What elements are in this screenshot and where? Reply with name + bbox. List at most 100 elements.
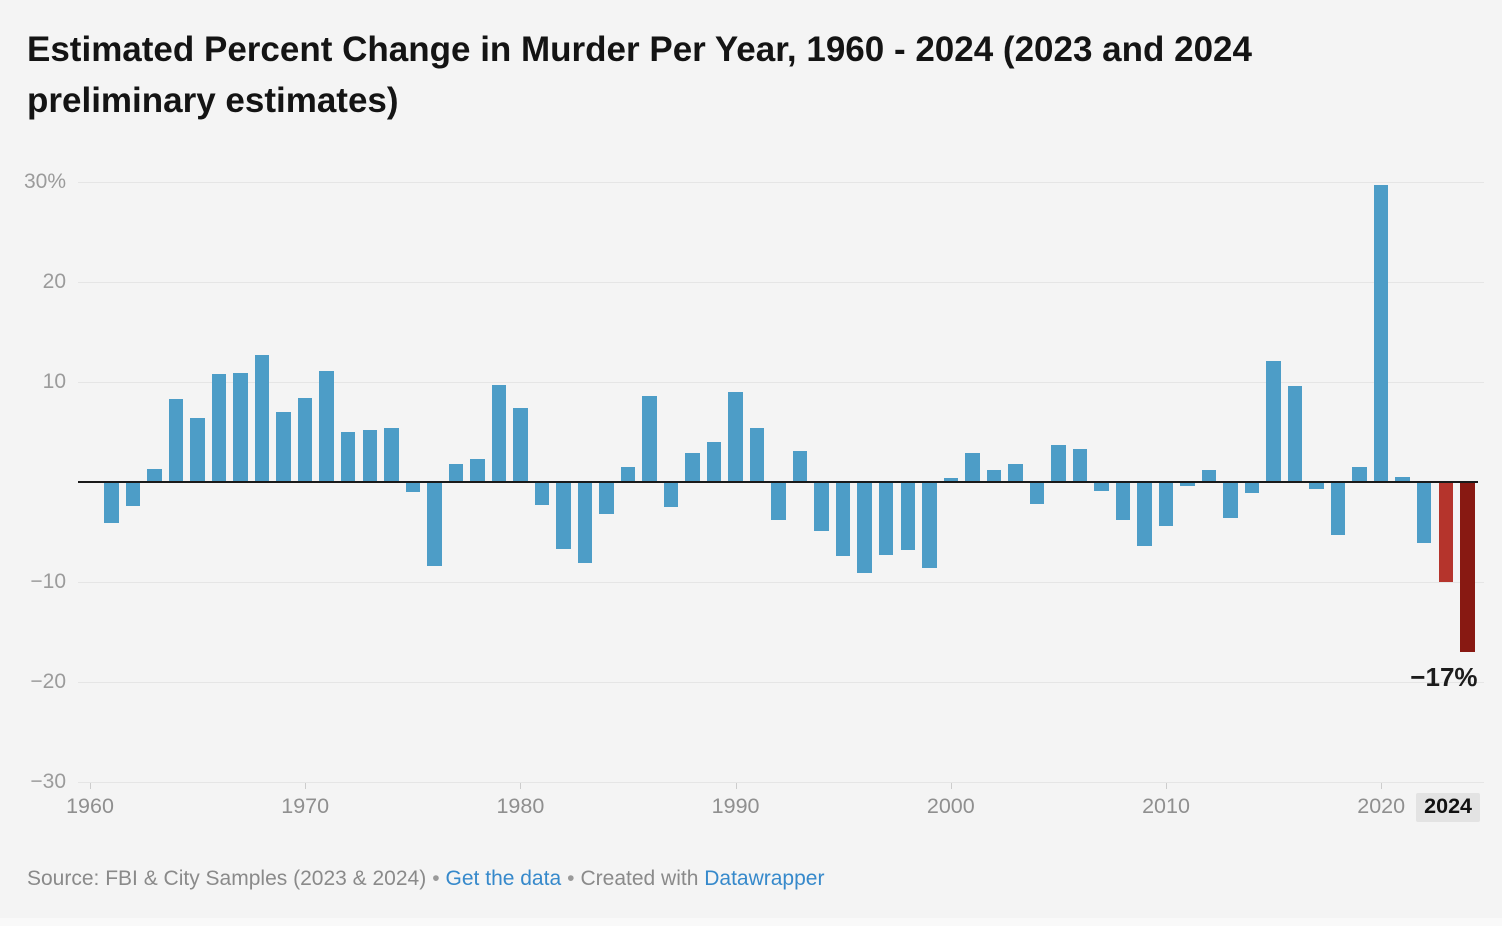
bar-1977[interactable]: [448, 464, 464, 482]
bar-1963[interactable]: [147, 469, 162, 482]
y-axis-label: 20: [42, 270, 66, 293]
bar-2006[interactable]: [1072, 449, 1088, 482]
bar-1965[interactable]: [190, 418, 205, 482]
bar-1995[interactable]: [835, 482, 851, 556]
bar-1975[interactable]: [405, 482, 421, 492]
bar-1980[interactable]: [513, 408, 528, 482]
bar-2013[interactable]: [1223, 482, 1238, 518]
x-axis-label-2024-highlighted: 2024: [1416, 793, 1480, 822]
bar-2016[interactable]: [1287, 386, 1303, 482]
bar-2001[interactable]: [965, 453, 980, 482]
bar-1991[interactable]: [749, 428, 765, 482]
gridline: [78, 282, 1484, 283]
bar-1993[interactable]: [792, 451, 808, 482]
bar-2020[interactable]: [1373, 185, 1389, 482]
footer-bullet: •: [567, 867, 575, 890]
gridline: [78, 782, 1484, 783]
bar-1994[interactable]: [814, 482, 829, 531]
x-axis-label-2020: 2020: [1357, 794, 1406, 818]
bar-2012[interactable]: [1201, 470, 1217, 482]
bar-2005[interactable]: [1051, 445, 1066, 482]
bar-1988[interactable]: [685, 453, 700, 482]
bar-1970[interactable]: [297, 398, 313, 482]
y-axis-label: 30%: [23, 170, 66, 193]
bottom-edge: [0, 918, 1502, 926]
bar-2019[interactable]: [1352, 467, 1367, 482]
bar-2011[interactable]: [1180, 482, 1195, 486]
bar-1998[interactable]: [900, 482, 915, 550]
bar-1984[interactable]: [599, 482, 614, 514]
bar-1978[interactable]: [470, 459, 485, 482]
bar-1968[interactable]: [254, 355, 270, 482]
bar-1981[interactable]: [534, 482, 550, 505]
footer-bullet: •: [432, 867, 440, 890]
bar-1986[interactable]: [642, 396, 657, 482]
bar-1962[interactable]: [125, 482, 141, 506]
get-the-data-link[interactable]: Get the data: [445, 867, 562, 890]
bar-1987[interactable]: [663, 482, 679, 507]
gridline: [78, 682, 1484, 683]
x-axis-label-1990: 1990: [711, 794, 760, 818]
x-tick-mark: [735, 783, 737, 789]
x-tick-mark: [90, 783, 91, 789]
bar-1969[interactable]: [276, 412, 291, 482]
bar-1961[interactable]: [104, 482, 119, 523]
gridline: [78, 182, 1484, 183]
bar-2017[interactable]: [1309, 482, 1324, 489]
bar-2018[interactable]: [1330, 482, 1346, 535]
bar-1964[interactable]: [168, 399, 184, 482]
x-axis-label-2010: 2010: [1142, 794, 1190, 818]
gridline: [78, 382, 1484, 383]
bar-1966[interactable]: [211, 374, 227, 482]
bar-1982[interactable]: [556, 482, 571, 549]
bar-2000[interactable]: [943, 478, 959, 482]
bar-2008[interactable]: [1115, 482, 1131, 520]
bar-2024[interactable]: [1460, 482, 1475, 652]
bar-2015[interactable]: [1266, 361, 1281, 482]
bar-1973[interactable]: [362, 430, 377, 482]
bar-2003[interactable]: [1008, 464, 1023, 482]
x-axis-label-1980: 1980: [496, 794, 545, 818]
bar-2014[interactable]: [1244, 482, 1260, 493]
created-with-text: Created with: [580, 867, 699, 890]
y-axis-label: −10: [30, 570, 66, 593]
bar-2021[interactable]: [1395, 477, 1410, 482]
bar-2007[interactable]: [1094, 482, 1109, 491]
y-axis-label: 10: [42, 370, 66, 393]
bar-1989[interactable]: [706, 442, 722, 482]
bar-1979[interactable]: [491, 385, 507, 482]
bar-1997[interactable]: [878, 482, 894, 555]
bar-2002[interactable]: [986, 470, 1002, 482]
chart-title: Estimated Percent Change in Murder Per Y…: [27, 30, 1252, 120]
bar-1974[interactable]: [384, 428, 399, 482]
bar-1992[interactable]: [771, 482, 786, 520]
bar-1967[interactable]: [233, 373, 248, 482]
y-axis-label: −20: [30, 670, 66, 693]
bar-1983[interactable]: [577, 482, 593, 563]
bar-2009[interactable]: [1137, 482, 1152, 546]
bar-1972[interactable]: [340, 432, 356, 482]
bar-2004[interactable]: [1029, 482, 1045, 504]
bar-1971[interactable]: [319, 371, 334, 482]
bar-1990[interactable]: [728, 392, 743, 482]
bar-1985[interactable]: [620, 467, 636, 482]
bar-2023[interactable]: [1438, 482, 1453, 582]
x-axis-label-1970: 1970: [281, 794, 330, 818]
zero-baseline: [78, 480, 1478, 483]
datawrapper-link[interactable]: Datawrapper: [704, 867, 825, 890]
x-tick-mark: [305, 783, 307, 789]
bar-1976[interactable]: [427, 482, 442, 566]
footer: Source: FBI & City Samples (2023 & 2024)…: [27, 867, 824, 891]
bar-1999[interactable]: [922, 482, 937, 568]
x-tick-mark: [1381, 783, 1383, 789]
x-tick-mark: [950, 783, 952, 789]
y-axis-label: −30: [30, 770, 66, 793]
x-axis-label-2000: 2000: [926, 794, 975, 818]
bar-2022[interactable]: [1416, 482, 1432, 543]
gridline: [78, 582, 1484, 583]
bar-1996[interactable]: [857, 482, 872, 573]
bar-2010[interactable]: [1158, 482, 1174, 526]
value-annotation-2024: −17%: [1410, 662, 1478, 692]
